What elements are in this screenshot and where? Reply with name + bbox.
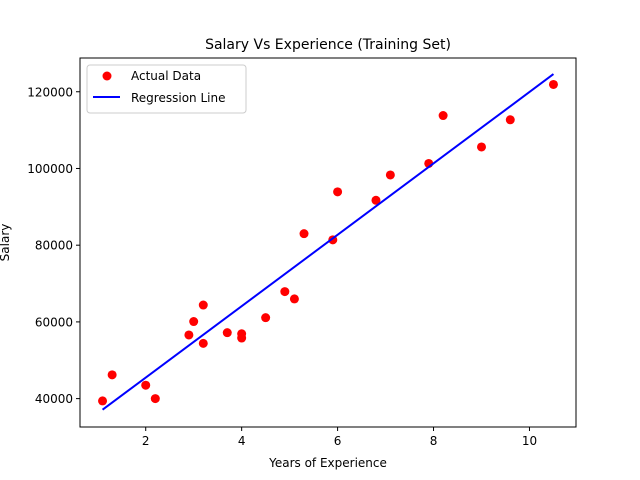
y-tick-label: 40000 bbox=[35, 392, 73, 406]
data-point bbox=[107, 370, 117, 380]
data-point bbox=[548, 79, 558, 89]
axes-frame bbox=[79, 57, 577, 428]
legend: Actual Data Regression Line bbox=[86, 64, 247, 114]
y-tick-label: 80000 bbox=[35, 239, 73, 253]
regression-line bbox=[101, 73, 555, 411]
data-point bbox=[299, 229, 309, 239]
legend-label-actual-data: Actual Data bbox=[131, 69, 201, 83]
data-point bbox=[289, 294, 299, 304]
data-point bbox=[280, 287, 290, 297]
data-point bbox=[198, 338, 208, 348]
data-point bbox=[150, 394, 160, 404]
data-point bbox=[477, 142, 487, 152]
data-point bbox=[505, 115, 515, 125]
y-tick-label: 60000 bbox=[35, 315, 73, 329]
y-axis-label: Salary bbox=[0, 224, 12, 262]
data-point bbox=[371, 195, 381, 205]
data-point bbox=[189, 317, 199, 327]
data-point bbox=[98, 396, 108, 406]
legend-marker-actual-data bbox=[102, 71, 112, 81]
data-point bbox=[198, 300, 208, 310]
data-point bbox=[141, 380, 151, 390]
x-axis-label: Years of Experience bbox=[268, 456, 387, 470]
y-tick-label: 100000 bbox=[27, 162, 73, 176]
data-point bbox=[438, 111, 448, 121]
x-tick-label: 10 bbox=[522, 434, 537, 448]
x-tick-label: 4 bbox=[238, 434, 246, 448]
x-tick-label: 2 bbox=[142, 434, 150, 448]
data-point bbox=[333, 187, 343, 197]
plot-layer bbox=[98, 73, 558, 411]
x-tick-label: 6 bbox=[334, 434, 342, 448]
legend-box bbox=[86, 64, 247, 114]
ticks-layer: 2 4 6 8 10 40000 60000 80000 100000 120000 bbox=[27, 85, 537, 448]
data-point bbox=[385, 170, 395, 180]
x-tick-label: 8 bbox=[430, 434, 438, 448]
legend-label-regression-line: Regression Line bbox=[131, 91, 225, 105]
data-point bbox=[184, 330, 194, 340]
data-point bbox=[222, 328, 232, 338]
data-point bbox=[261, 313, 271, 323]
data-point bbox=[237, 333, 247, 343]
y-tick-label: 120000 bbox=[27, 85, 73, 99]
chart-title: Salary Vs Experience (Training Set) bbox=[205, 37, 451, 53]
